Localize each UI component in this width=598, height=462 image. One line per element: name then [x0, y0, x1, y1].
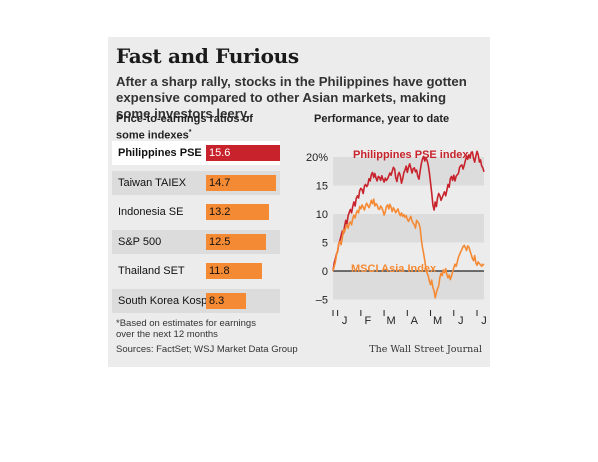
series-label: MSCI Asia Index: [351, 263, 437, 275]
bar-row: Philippines PSE 15.6: [112, 141, 281, 165]
bar-value-label: 8.3: [209, 294, 225, 307]
footnote-line1: *Based on estimates for earnings: [116, 318, 256, 329]
x-tick-label: F: [364, 315, 371, 327]
series-line: [332, 150, 485, 272]
y-tick-label: 5: [322, 238, 328, 250]
performance-heading: Performance, year to date: [314, 113, 450, 125]
x-tick-label: M: [386, 315, 395, 327]
bar-value-label: 14.7: [209, 176, 231, 189]
pe-heading-footnote-mark: *: [188, 129, 192, 136]
bar: 12.5: [206, 233, 266, 250]
bar-value-label: 11.8: [209, 265, 230, 277]
bar-category-label: Indonesia SE: [118, 206, 184, 218]
x-tick-label: J: [458, 315, 464, 327]
bar-value-label: 13.2: [209, 206, 231, 218]
bar-row: Indonesia SE 13.2: [112, 200, 280, 224]
bar: 8.3: [206, 292, 246, 309]
chart-title: Fast and Furious: [116, 44, 299, 68]
pe-heading-line1: Price-to-earnings ratios of: [116, 113, 253, 125]
pe-heading: Price-to-earnings ratios of some indexes…: [116, 113, 253, 143]
grid-band: [333, 157, 484, 186]
y-tick-label: 0: [322, 266, 328, 278]
x-tick-label: J: [342, 315, 348, 327]
footnote-line2: over the next 12 months: [116, 329, 218, 340]
bar-row: South Korea Kospi 8.3: [112, 288, 280, 313]
bar-category-label: Philippines PSE: [118, 147, 202, 159]
bar-row: Thailand SET 11.8: [112, 259, 280, 283]
credit-text: The Wall Street Journal: [369, 344, 482, 355]
y-tick-label: –5: [316, 295, 328, 307]
y-tick-label: 20%: [306, 152, 328, 164]
sources-text: Sources: FactSet; WSJ Market Data Group: [116, 344, 298, 355]
bar: 15.6: [206, 145, 281, 161]
bar: 13.2: [206, 204, 269, 220]
bar-category-label: S&P 500: [118, 235, 162, 248]
series-label: Philippines PSE index: [353, 149, 469, 161]
x-tick-label: A: [411, 315, 419, 327]
bar: 11.8: [206, 263, 263, 279]
bar-row: S&P 500 12.5: [112, 229, 280, 254]
grid-band: [333, 214, 484, 243]
x-tick-label: J: [481, 315, 487, 327]
y-tick-label: 15: [316, 181, 328, 193]
y-tick-label: 10: [316, 209, 328, 221]
bar-category-label: Taiwan TAIEX: [118, 176, 187, 189]
pe-heading-line2: some indexes: [116, 129, 189, 142]
bar-value-label: 15.6: [209, 147, 231, 159]
bar-category-label: South Korea Kospi: [118, 294, 210, 307]
bar-category-label: Thailand SET: [118, 265, 185, 277]
chart-subtitle: After a sharp rally, stocks in the Phili…: [116, 74, 467, 121]
bar-row: Taiwan TAIEX 14.7: [112, 170, 280, 195]
series-line: [332, 198, 485, 299]
x-tick-label: M: [433, 315, 442, 327]
bar: 14.7: [206, 174, 276, 191]
grid-band: [333, 271, 484, 300]
bar-value-label: 12.5: [209, 235, 231, 248]
